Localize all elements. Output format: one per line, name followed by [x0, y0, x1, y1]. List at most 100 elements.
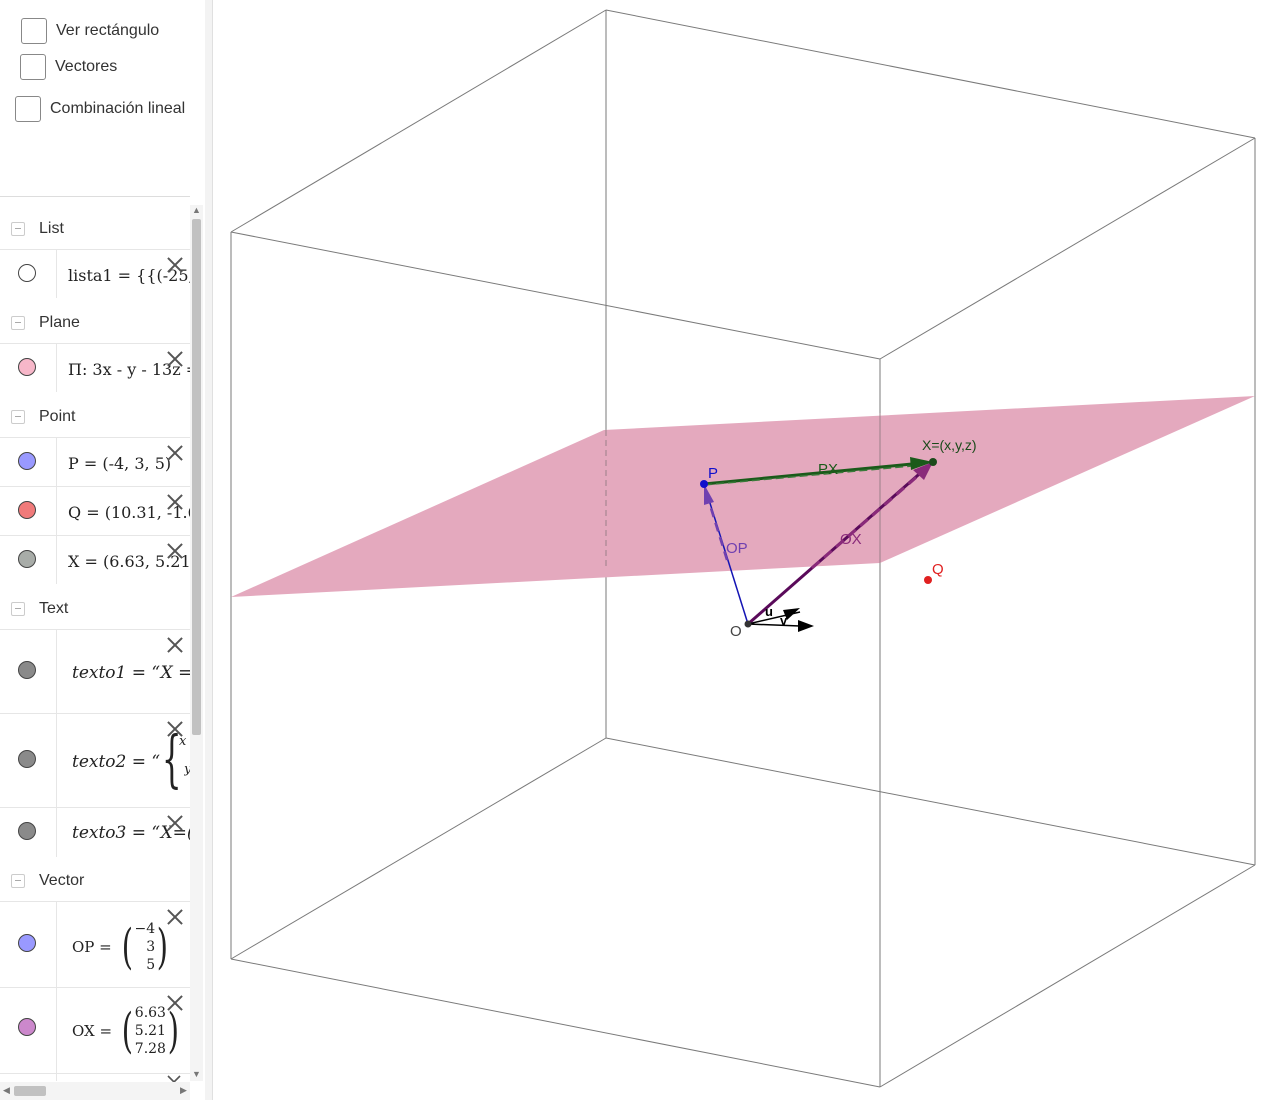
vector-OP[interactable]	[707, 501, 729, 561]
visibility-toggle[interactable]	[0, 438, 57, 486]
item-expression[interactable]: X = (6.63, 5.21	[68, 552, 190, 571]
item-expression[interactable]: OP = ( −4 3 5 )	[72, 920, 172, 974]
point-O[interactable]	[744, 620, 752, 628]
visibility-dot-icon[interactable]	[18, 750, 36, 768]
delete-icon[interactable]	[166, 493, 184, 511]
horizontal-scrollbar[interactable]: ◀ ▶	[0, 1082, 190, 1100]
vector-PX[interactable]	[703, 462, 913, 486]
algebra-item-OP[interactable]: OP = ( −4 3 5 )	[0, 901, 190, 987]
visibility-dot-icon[interactable]	[18, 264, 36, 282]
vertical-scrollbar[interactable]: ▲ ▼	[190, 205, 203, 1081]
visibility-toggle[interactable]	[0, 902, 57, 987]
visibility-dot-icon[interactable]	[18, 501, 36, 519]
visibility-toggle[interactable]	[0, 487, 57, 535]
item-expression[interactable]: Q = (10.31, -1.6	[68, 503, 190, 522]
panel-divider[interactable]	[205, 0, 213, 1100]
item-expression[interactable]: OX = ( 6.63 5.21 7.28 )	[72, 1004, 183, 1058]
algebra-item-texto1[interactable]: texto1 = “X =	[0, 629, 190, 713]
algebra-item-lista1[interactable]: lista1 = {{(-25, -	[0, 249, 190, 298]
algebra-item-Q[interactable]: Q = (10.31, -1.6	[0, 486, 190, 535]
checkbox-ver-rectangulo[interactable]: Ver rectángulo	[21, 18, 159, 44]
delete-icon[interactable]	[166, 444, 184, 462]
checkbox-combinacion-lineal[interactable]: Combinación lineal	[15, 96, 185, 122]
point-X[interactable]	[929, 458, 937, 466]
graphics-3d-view[interactable]: P Q O X=(x,y,z) PX OP OX u v	[213, 0, 1277, 1100]
vector-name: OP =	[72, 938, 112, 956]
collapse-icon[interactable]	[11, 316, 25, 330]
scroll-right-icon[interactable]: ▶	[180, 1085, 187, 1095]
checkbox-box[interactable]	[20, 54, 46, 80]
column-vector: ( 6.63 5.21 7.28 )	[121, 1003, 179, 1059]
point-P[interactable]	[700, 480, 708, 488]
scroll-left-icon[interactable]: ◀	[3, 1085, 10, 1095]
category-point[interactable]: Point	[0, 395, 190, 439]
delete-icon[interactable]	[166, 542, 184, 560]
label-O: O	[730, 623, 742, 640]
visibility-dot-icon[interactable]	[18, 822, 36, 840]
visibility-toggle[interactable]	[0, 630, 57, 713]
box-edge	[230, 737, 607, 960]
category-label: Point	[39, 408, 76, 425]
plane-pi[interactable]	[231, 396, 1255, 597]
item-expression[interactable]: texto1 = “X =	[72, 663, 190, 683]
checkbox-box[interactable]	[21, 18, 47, 44]
scroll-thumb[interactable]	[14, 1086, 46, 1096]
label-X: X=(x,y,z)	[922, 437, 977, 453]
delete-icon[interactable]	[166, 814, 184, 832]
point-Q[interactable]	[924, 576, 932, 584]
arrowhead-PX	[910, 457, 933, 470]
item-expression[interactable]: P = (-4, 3, 5)	[68, 454, 172, 473]
visibility-toggle[interactable]	[0, 808, 57, 857]
visibility-dot-icon[interactable]	[18, 550, 36, 568]
category-plane[interactable]: Plane	[0, 301, 190, 345]
algebra-item-P[interactable]: P = (-4, 3, 5)	[0, 437, 190, 486]
visibility-dot-icon[interactable]	[18, 1018, 36, 1036]
scroll-down-icon[interactable]: ▼	[192, 1069, 201, 1079]
brace-bottom-text: y	[184, 762, 190, 777]
vector-component: 3	[146, 939, 156, 955]
collapse-icon[interactable]	[11, 602, 25, 616]
visibility-dot-icon[interactable]	[18, 661, 36, 679]
checkbox-vectores[interactable]: Vectores	[20, 54, 117, 80]
visibility-toggle[interactable]	[0, 250, 57, 298]
small-axis-vectors	[747, 608, 814, 632]
visibility-toggle[interactable]	[0, 344, 57, 392]
delete-icon[interactable]	[166, 636, 184, 654]
visibility-dot-icon[interactable]	[18, 358, 36, 376]
algebra-item-texto3[interactable]: texto3 = “X=(	[0, 807, 190, 857]
visibility-dot-icon[interactable]	[18, 452, 36, 470]
category-text[interactable]: Text	[0, 587, 190, 631]
algebra-item-X[interactable]: X = (6.63, 5.21	[0, 535, 190, 584]
collapse-icon[interactable]	[11, 874, 25, 888]
collapse-icon[interactable]	[11, 410, 25, 424]
algebra-item-plane[interactable]: Π: 3x - y - 13z =	[0, 343, 190, 392]
scroll-up-icon[interactable]: ▲	[192, 205, 201, 215]
checkbox-label: Ver rectángulo	[56, 22, 160, 39]
category-list[interactable]: List	[0, 207, 190, 251]
checkbox-box[interactable]	[15, 96, 41, 122]
expression-text: texto2 = “	[72, 752, 161, 772]
delete-icon[interactable]	[166, 720, 184, 738]
visibility-toggle[interactable]	[0, 714, 57, 807]
vector-component: 5	[146, 957, 156, 973]
algebra-item-texto2[interactable]: texto2 = “ { x y	[0, 713, 190, 807]
item-expression[interactable]: lista1 = {{(-25, -	[68, 266, 190, 285]
scroll-thumb[interactable]	[192, 219, 201, 735]
delete-icon[interactable]	[166, 256, 184, 274]
visibility-toggle[interactable]	[0, 988, 57, 1073]
box-edge	[605, 9, 1256, 139]
category-vector[interactable]: Vector	[0, 859, 190, 903]
vector-OX[interactable]	[811, 472, 921, 570]
visibility-dot-icon[interactable]	[18, 934, 36, 952]
collapse-icon[interactable]	[11, 222, 25, 236]
item-expression[interactable]: texto3 = “X=(	[72, 823, 190, 843]
item-expression[interactable]: Π: 3x - y - 13z =	[68, 360, 190, 379]
algebra-view: List lista1 = {{(-25, - Plane Π: 3x - y …	[0, 196, 190, 1081]
visibility-toggle[interactable]	[0, 536, 57, 584]
graphics-canvas[interactable]: P Q O X=(x,y,z) PX OP OX u v	[213, 0, 1277, 1100]
algebra-item-OX[interactable]: OX = ( 6.63 5.21 7.28 )	[0, 987, 190, 1073]
item-expression[interactable]: texto2 = “	[72, 752, 190, 772]
delete-icon[interactable]	[166, 908, 184, 926]
delete-icon[interactable]	[166, 994, 184, 1012]
delete-icon[interactable]	[166, 350, 184, 368]
